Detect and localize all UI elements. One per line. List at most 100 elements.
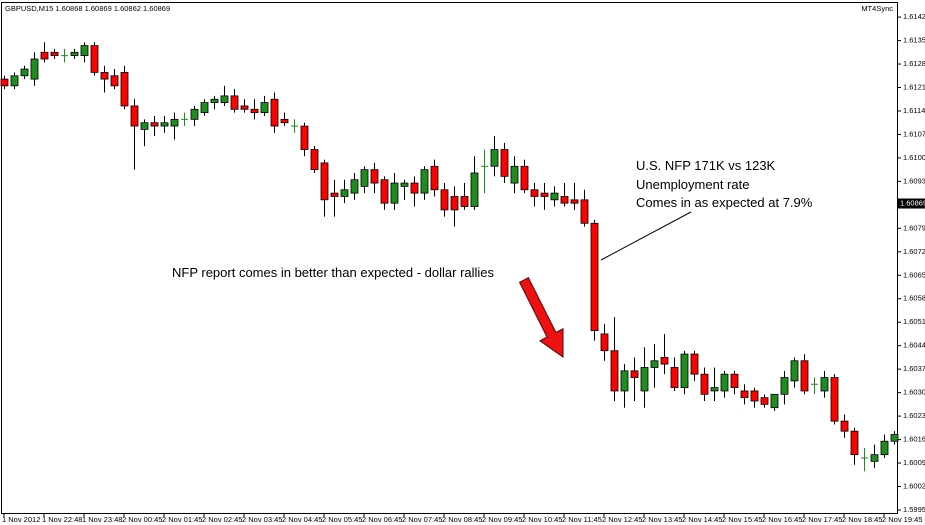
candle-body: [160, 122, 169, 127]
y-tick-label: 1.60235: [903, 411, 925, 420]
candle-body: [580, 199, 589, 224]
candle-body: [450, 196, 459, 211]
x-axis: 1 Nov 2012 1 Nov 22:48 1 Nov 23:48 2 Nov 00…: [2, 513, 922, 524]
candle-body: [380, 179, 389, 204]
annotation: U.S. NFP 171K vs 123K: [636, 158, 776, 173]
candle-body: [610, 350, 619, 392]
y-tick-label: 1.60095: [903, 458, 925, 467]
y-tick-label: 1.60935: [903, 176, 925, 185]
x-tick-label: 2 Nov 01:45: [162, 515, 202, 524]
candle-body: [150, 122, 159, 127]
y-tick-label: 1.60305: [903, 388, 925, 397]
candles: [0, 42, 899, 472]
candle-body: [440, 189, 449, 211]
candle-body: [620, 370, 629, 392]
y-tick-label: 1.60725: [903, 247, 925, 256]
y-tick-label: 1.61145: [903, 106, 925, 115]
x-tick-label: 2 Nov 15:45: [722, 515, 762, 524]
x-tick-label: 1 Nov 23:48: [82, 515, 122, 524]
y-tick-label: 1.61075: [903, 129, 925, 138]
candle-body: [670, 367, 679, 388]
candle-body: [870, 454, 879, 462]
x-tick-label: 2 Nov 10:45: [522, 515, 562, 524]
candle-body: [570, 199, 579, 204]
candle-body: [320, 162, 329, 201]
candle-body: [550, 192, 559, 201]
candle-body: [270, 98, 279, 127]
candle-body: [360, 169, 369, 187]
candle-body: [740, 390, 749, 399]
plot-frame: [1, 2, 898, 514]
candle-body: [410, 182, 419, 194]
x-tick-label: 2 Nov 09:45: [482, 515, 522, 524]
x-tick-label: 2 Nov 13:45: [642, 515, 682, 524]
y-tick-label: 1.60655: [903, 270, 925, 279]
y-tick-label: 1.60025: [903, 481, 925, 490]
candle-body: [490, 149, 499, 167]
current-price-label: 1.60869: [900, 198, 925, 207]
candle-body: [340, 189, 349, 197]
candle-body: [330, 192, 339, 197]
candle-body: [350, 179, 359, 194]
candle-body: [850, 430, 859, 456]
x-tick-label: 1 Nov 2012: [2, 515, 40, 524]
candle-body: [760, 397, 769, 405]
annotation: Comes in as expected at 7.9%: [636, 195, 813, 210]
candle-body: [710, 387, 719, 392]
candle-body: [420, 169, 429, 194]
candle-body: [500, 149, 509, 177]
candle-body: [890, 434, 899, 442]
candle-body: [400, 182, 409, 187]
candle-body: [800, 360, 809, 392]
y-tick-label: 1.61215: [903, 82, 925, 91]
candle-body: [170, 118, 179, 127]
candle-body: [250, 108, 259, 114]
candle-body: [650, 360, 659, 368]
candle-body: [780, 377, 789, 395]
x-tick-label: 2 Nov 12:45: [602, 515, 642, 524]
candle-body: [300, 125, 309, 150]
annotation: NFP report comes in better than expected…: [172, 265, 495, 280]
candle-body: [600, 333, 609, 352]
x-tick-label: 1 Nov 22:48: [42, 515, 82, 524]
candle-body: [130, 105, 139, 127]
y-tick-label: 1.60795: [903, 223, 925, 232]
candle-body: [100, 72, 109, 80]
candle-body: [880, 440, 889, 456]
x-tick-label: 2 Nov 06:45: [362, 515, 402, 524]
candle-body: [690, 353, 699, 375]
x-tick-label: 2 Nov 16:45: [762, 515, 802, 524]
candle-body: [20, 68, 29, 77]
candle-body: [0, 78, 9, 87]
x-tick-label: 2 Nov 17:45: [802, 515, 842, 524]
candle-body: [840, 420, 849, 432]
candle-body: [140, 122, 149, 130]
candle-body: [40, 51, 49, 60]
candle-body: [310, 149, 319, 171]
chart-label: MT4Sync: [861, 4, 893, 13]
chart-title: GBPUSD,M15 1.60868 1.60869 1.60862 1.608…: [5, 4, 170, 13]
callout-line: [600, 211, 692, 261]
candle-body: [50, 51, 59, 57]
current-price-box: [898, 198, 925, 209]
candle-body: [640, 367, 649, 392]
x-tick-label: 2 Nov 00:45: [122, 515, 162, 524]
x-tick-label: 2 Nov 11:45: [562, 515, 602, 524]
candle-body: [190, 108, 199, 120]
x-tick-label: 2 Nov 08:45: [442, 515, 482, 524]
candle-body: [560, 196, 569, 204]
y-tick-label: 1.60165: [903, 435, 925, 444]
candle-body: [10, 75, 19, 87]
candle-body: [210, 98, 219, 103]
x-tick-label: 2 Nov 14:45: [682, 515, 722, 524]
x-tick-label: 2 Nov 07:45: [402, 515, 442, 524]
candle-body: [70, 51, 79, 57]
candle-body: [630, 370, 639, 378]
candle-body: [730, 373, 739, 388]
candle-body: [530, 189, 539, 197]
candle-body: [520, 165, 529, 191]
candle-body: [820, 377, 829, 392]
x-tick-label: 2 Nov 04:45: [282, 515, 322, 524]
